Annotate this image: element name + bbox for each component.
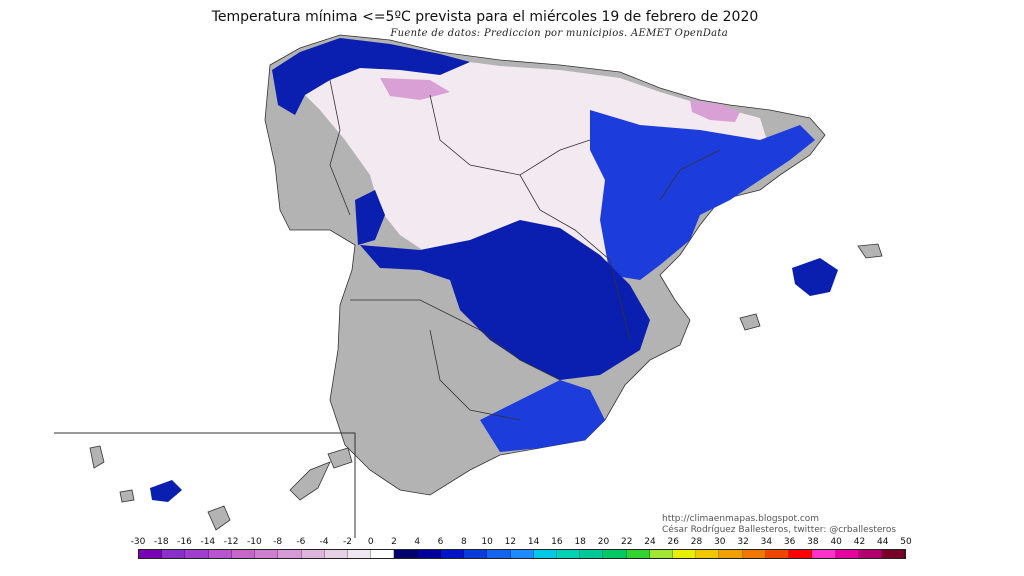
subzero-pyrenees [690, 100, 740, 122]
ibiza [739, 313, 761, 331]
legend-swatch [673, 550, 697, 558]
legend-swatch [789, 550, 813, 558]
cold-belt-ebro [590, 110, 815, 280]
legend-tick-label: 26 [667, 537, 679, 547]
legend-tick-label: -10 [247, 537, 262, 547]
cold-belt-south [480, 380, 605, 452]
canary-island-6 [327, 447, 353, 469]
legend-tick-label: 2 [391, 537, 397, 547]
legend-swatch [580, 550, 604, 558]
legend-swatch [812, 550, 836, 558]
legend-tick-label: 50 [900, 537, 912, 547]
mallorca [792, 258, 838, 296]
legend-tick-label: 0 [367, 537, 374, 547]
legend-swatch [696, 550, 720, 558]
legend-tick-label: 40 [830, 537, 842, 547]
legend-tick-label: 6 [437, 537, 444, 547]
legend-swatch [185, 550, 209, 558]
cold-belt-north [272, 38, 470, 115]
legend-swatch [765, 550, 790, 558]
legend-tick-label: 30 [714, 537, 726, 547]
credit-url: http://climaenmapas.blogspot.com [662, 514, 820, 524]
legend-tick-label: -4 [319, 537, 329, 547]
legend-tick-label: -16 [177, 537, 192, 547]
cold-belt-central [360, 220, 650, 380]
canary-island-4 [207, 505, 231, 531]
legend-swatch [719, 550, 743, 558]
legend-swatch [139, 550, 163, 558]
legend-swatch [394, 550, 418, 558]
legend-tick-label: 32 [737, 537, 749, 547]
legend-colorbar [138, 549, 906, 559]
credit-block: http://climaenmapas.blogspot.com César R… [662, 514, 896, 536]
legend-tick-label: 12 [504, 537, 517, 547]
canary-island-1 [89, 445, 105, 469]
legend-tick-label: 28 [690, 537, 703, 547]
legend-swatch [278, 550, 302, 558]
legend-swatch [208, 550, 232, 558]
legend-swatch [533, 550, 557, 558]
legend-swatch [231, 550, 256, 558]
legend-tick-label: 10 [481, 537, 493, 547]
map-title: Temperatura mínima <=5ºC prevista para e… [211, 9, 759, 25]
region-borders [329, 79, 721, 421]
legend-tick-label: 44 [876, 537, 889, 547]
legend-tick-label: 36 [783, 537, 796, 547]
menorca [857, 243, 883, 259]
canary-inset-frame [54, 432, 356, 538]
legend-tick-label: 34 [760, 537, 773, 547]
canary-island-2 [119, 489, 135, 503]
legend-swatch [324, 550, 348, 558]
legend-tick-label: 42 [853, 537, 866, 547]
legend-tick-label: 4 [414, 537, 421, 547]
legend-swatch [858, 550, 882, 558]
legend-tick-label: -8 [273, 537, 283, 547]
legend-tick-label: 18 [574, 537, 586, 547]
cold-west-coast [355, 190, 385, 245]
legend-tick-label: -14 [200, 537, 216, 547]
legend-swatch [742, 550, 766, 558]
legend-tick-label: -18 [153, 537, 169, 547]
legend-tick-label: 8 [460, 537, 467, 547]
legend-tick-label: 22 [620, 537, 633, 547]
legend-tick-label: -2 [342, 537, 352, 547]
legend-tick-label: 24 [644, 537, 656, 547]
canary-island-5 [289, 461, 331, 501]
legend-tick-label: 38 [807, 537, 819, 547]
legend-swatch [556, 550, 581, 558]
legend-swatch [255, 550, 279, 558]
legend-swatch [371, 550, 395, 558]
legend-swatch [487, 550, 511, 558]
data-source: Fuente de datos: Prediccion por municipi… [390, 28, 728, 39]
legend-swatch [417, 550, 441, 558]
legend-swatch [882, 550, 906, 558]
legend-swatch [510, 550, 534, 558]
legend-swatch [835, 550, 859, 558]
subzero-cantabria [380, 78, 450, 100]
legend-swatch [301, 550, 325, 558]
legend-tick-label: 16 [551, 537, 563, 547]
legend-swatch [347, 550, 372, 558]
legend-swatch [603, 550, 627, 558]
legend-tick-label: -30 [130, 537, 146, 547]
legend-swatch [162, 550, 186, 558]
credit-author: César Rodríguez Ballesteros, twitter: @c… [662, 525, 897, 535]
legend-tick-labels: -30 -18 -16 -14 -12 -10 -8 -6 -4 -2 0 2 4 6 8 10 12 14 16 1… [130, 537, 912, 548]
legend-tick-label: -6 [296, 537, 306, 547]
legend-swatch [626, 550, 650, 558]
legend-tick-label: 14 [527, 537, 540, 547]
legend-swatch [649, 550, 674, 558]
legend-swatch [440, 550, 465, 558]
canary-island-3 [150, 480, 182, 502]
legend-tick-label: -12 [223, 537, 239, 547]
legend-swatch [464, 550, 488, 558]
legend-tick-label: 20 [597, 537, 610, 547]
